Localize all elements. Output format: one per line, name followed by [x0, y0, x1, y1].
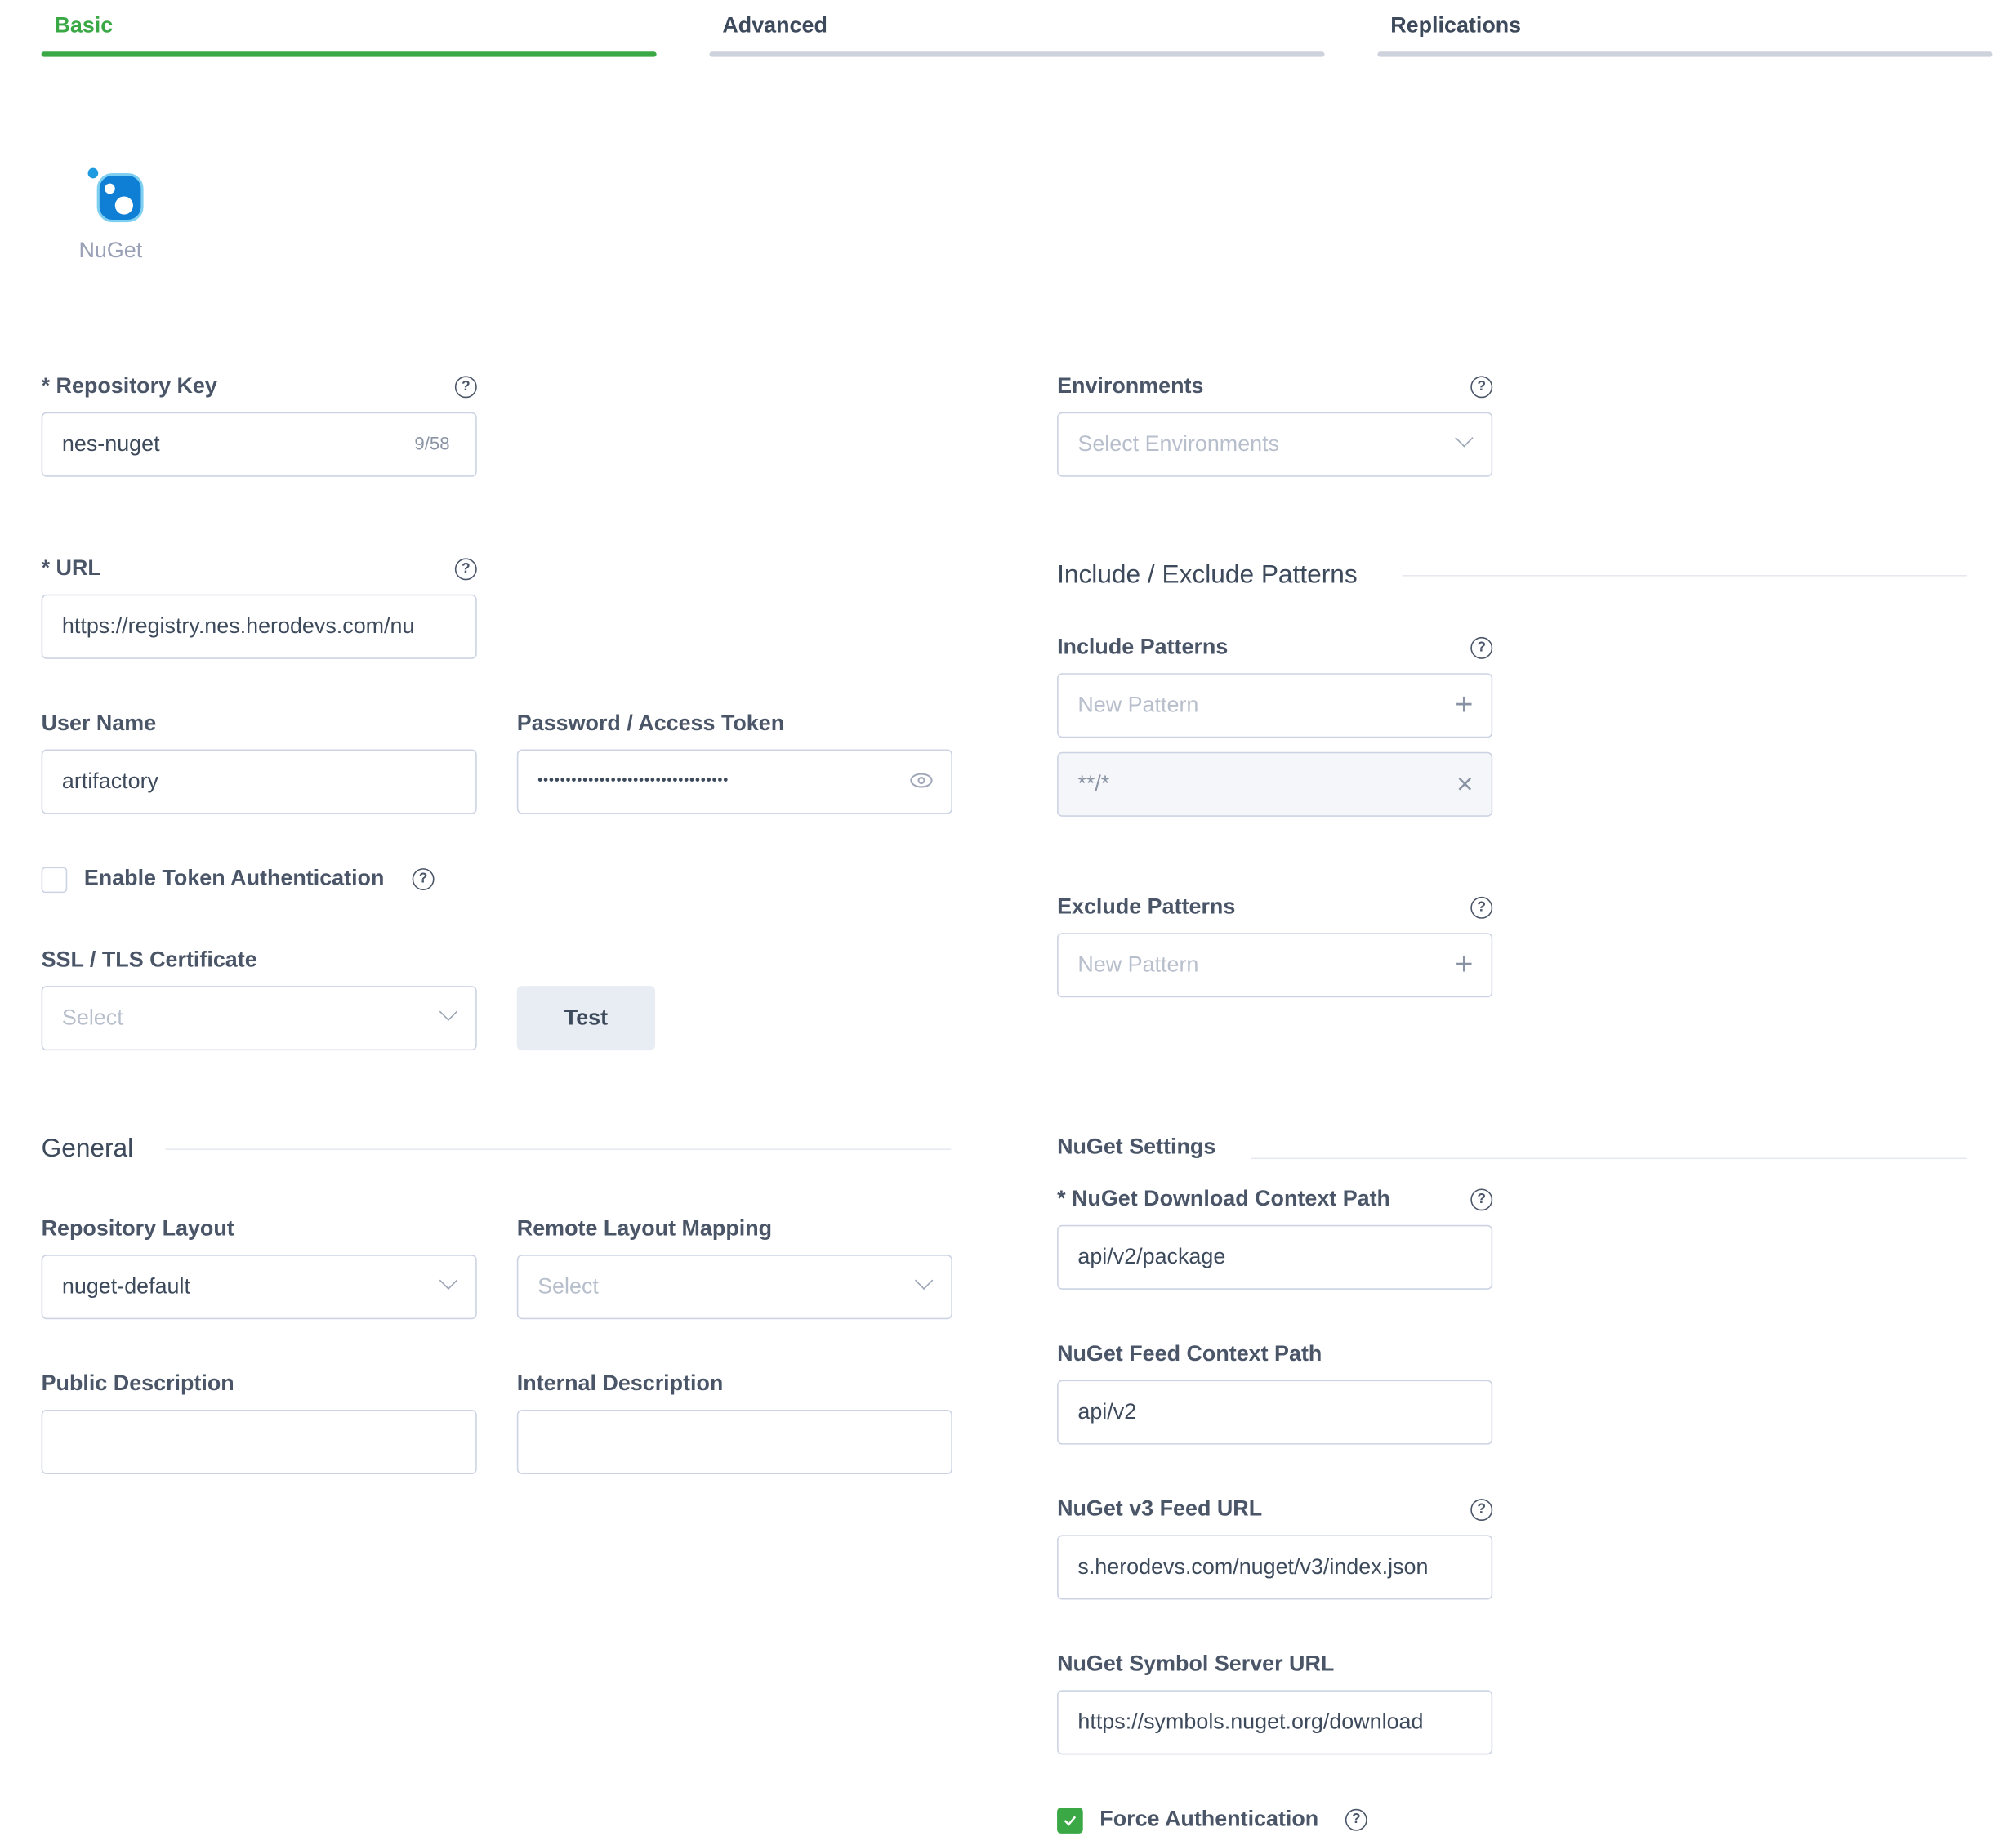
force-authentication-checkbox[interactable]	[1057, 1808, 1083, 1834]
help-icon[interactable]: ?	[454, 558, 477, 581]
tab-label: Basic	[54, 12, 114, 38]
password-label: Password / Access Token	[516, 711, 785, 736]
select-placeholder: Select	[61, 1005, 123, 1030]
package-type-label: NuGet	[78, 238, 143, 263]
repository-key-label: * Repository Key	[41, 373, 217, 399]
download-context-path-input[interactable]: api/v2/package	[1057, 1224, 1493, 1290]
character-counter: 9/58	[414, 432, 450, 454]
password-input[interactable]: ••••••••••••••••••••••••••••••••••	[516, 749, 952, 814]
environments-select[interactable]: Select Environments	[1057, 412, 1493, 477]
public-description-input[interactable]	[41, 1409, 477, 1475]
internal-description-input[interactable]	[516, 1409, 952, 1475]
symbol-server-url-label: NuGet Symbol Server URL	[1057, 1651, 1335, 1676]
add-pattern-plus-icon[interactable]: +	[1455, 687, 1474, 723]
divider	[1251, 1157, 1967, 1160]
url-input[interactable]: https://registry.nes.herodevs.com/nu	[41, 594, 477, 659]
username-input[interactable]: artifactory	[41, 749, 477, 814]
help-icon[interactable]: ?	[1470, 896, 1493, 919]
ssl-certificate-label: SSL / TLS Certificate	[41, 947, 257, 972]
username-label: User Name	[41, 711, 157, 736]
enable-token-auth-checkbox[interactable]	[41, 867, 68, 894]
help-icon[interactable]: ?	[1470, 376, 1493, 399]
v3-feed-url-input[interactable]: s.herodevs.com/nuget/v3/index.json	[1057, 1535, 1493, 1600]
tab-underline	[709, 51, 1325, 57]
help-icon[interactable]: ?	[1345, 1808, 1367, 1831]
nuget-logo-icon	[87, 167, 144, 223]
help-icon[interactable]: ?	[1470, 1499, 1493, 1522]
repository-key-input[interactable]: nes-nuget 9/58	[41, 412, 477, 477]
remote-layout-mapping-select[interactable]: Select	[516, 1255, 952, 1320]
repository-layout-select[interactable]: nuget-default	[41, 1255, 477, 1320]
download-context-path-label: * NuGet Download Context Path	[1057, 1186, 1390, 1211]
tab-label: Advanced	[722, 12, 827, 38]
repository-key-value: nes-nuget	[61, 431, 160, 457]
include-patterns-label: Include Patterns	[1057, 634, 1229, 659]
tab-label: Replications	[1390, 12, 1522, 38]
select-placeholder: Select Environments	[1077, 431, 1280, 457]
v3-feed-url-label: NuGet v3 Feed URL	[1057, 1496, 1263, 1522]
include-pattern-input[interactable]: New Pattern +	[1057, 673, 1493, 738]
input-placeholder: New Pattern	[1077, 692, 1199, 718]
enable-token-auth-label: Enable Token Authentication	[83, 865, 385, 890]
help-icon[interactable]: ?	[1470, 1188, 1493, 1211]
ssl-certificate-select[interactable]: Select	[41, 986, 477, 1051]
exclude-pattern-input[interactable]: New Pattern +	[1057, 933, 1493, 998]
include-pattern-item: **/* ×	[1057, 751, 1493, 817]
symbol-server-url-input[interactable]: https://symbols.nuget.org/download	[1057, 1690, 1493, 1755]
chevron-down-icon	[439, 1002, 458, 1021]
tab-underline	[1377, 51, 1993, 57]
help-icon[interactable]: ?	[1470, 636, 1493, 659]
chevron-down-icon	[914, 1271, 934, 1290]
feed-context-path-input[interactable]: api/v2	[1057, 1380, 1493, 1445]
internal-description-label: Internal Description	[516, 1371, 724, 1396]
password-value: ••••••••••••••••••••••••••••••••••	[537, 773, 729, 789]
chevron-down-icon	[1455, 429, 1474, 448]
checkmark-icon	[1064, 1816, 1077, 1826]
help-icon[interactable]: ?	[412, 868, 435, 890]
divider	[1402, 574, 1967, 577]
nuget-settings-heading: NuGet Settings	[1057, 1134, 1216, 1160]
remote-layout-mapping-label: Remote Layout Mapping	[516, 1215, 773, 1241]
patterns-section-heading: Include / Exclude Patterns	[1057, 560, 1358, 590]
tab-advanced[interactable]: Advanced	[709, 0, 1325, 60]
select-placeholder: Select	[537, 1273, 599, 1299]
test-button[interactable]: Test	[516, 986, 656, 1051]
repository-layout-label: Repository Layout	[41, 1215, 234, 1241]
input-placeholder: New Pattern	[1077, 952, 1199, 977]
exclude-patterns-label: Exclude Patterns	[1057, 894, 1236, 919]
add-pattern-plus-icon[interactable]: +	[1455, 947, 1474, 983]
tab-underline	[41, 51, 657, 57]
divider	[165, 1148, 952, 1150]
help-icon[interactable]: ?	[454, 376, 477, 399]
tab-replications[interactable]: Replications	[1377, 0, 1993, 60]
url-label: * URL	[41, 555, 101, 581]
public-description-label: Public Description	[41, 1371, 234, 1396]
show-password-eye-icon[interactable]	[910, 773, 933, 788]
chevron-down-icon	[439, 1271, 458, 1290]
pattern-value: **/*	[1077, 771, 1110, 796]
remove-pattern-close-icon[interactable]: ×	[1456, 767, 1474, 800]
tab-basic[interactable]: Basic	[41, 0, 657, 60]
feed-context-path-label: NuGet Feed Context Path	[1057, 1341, 1322, 1366]
selected-value: nuget-default	[61, 1273, 190, 1299]
environments-label: Environments	[1057, 373, 1204, 399]
general-section-heading: General	[41, 1134, 134, 1163]
force-authentication-label: Force Authentication	[1099, 1806, 1319, 1831]
